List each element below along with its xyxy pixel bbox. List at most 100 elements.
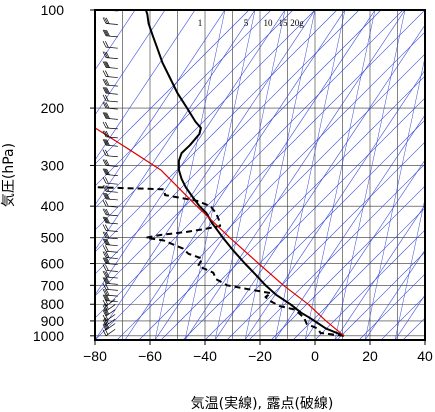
wind-barb-flag xyxy=(102,288,107,296)
wind-barb-flag xyxy=(102,283,107,290)
dry-adiabat-line xyxy=(95,10,294,209)
wind-barb xyxy=(102,87,118,95)
y-tick-label: 600 xyxy=(41,256,65,272)
dry-adiabat-line xyxy=(95,10,272,187)
wind-barb-shaft xyxy=(105,92,118,95)
moist-adiabat-line xyxy=(95,10,226,206)
wind-barb xyxy=(102,61,118,69)
wind-barb xyxy=(102,29,118,38)
wind-barb-shaft xyxy=(105,244,118,247)
wind-barb-flag xyxy=(104,159,108,166)
wind-barb-shaft xyxy=(105,318,116,326)
wind-barb-flag xyxy=(105,61,109,68)
dry-adiabat-line xyxy=(336,251,425,340)
wind-barb-flag xyxy=(104,322,109,329)
wind-barb xyxy=(102,185,118,193)
wind-barb-flag xyxy=(102,159,107,166)
wind-barb-flag xyxy=(104,51,108,58)
moist-adiabat-line xyxy=(244,69,425,340)
mixing-ratio-line xyxy=(304,10,376,340)
mixing-ratio-label: 5 xyxy=(244,18,249,28)
wind-barb-flag xyxy=(102,78,107,86)
wind-barb-flag xyxy=(104,308,109,315)
wind-barb-shaft xyxy=(105,35,118,38)
wind-barb-shaft xyxy=(105,46,118,49)
wind-barb-flag xyxy=(105,149,109,157)
wind-barb-flag xyxy=(102,17,107,24)
wind-barb-flag xyxy=(102,216,107,223)
wind-barb-flag xyxy=(103,238,108,245)
wind-barb-flag xyxy=(104,130,108,138)
wind-barb xyxy=(102,298,116,307)
wind-barb-flag xyxy=(102,231,107,238)
y-tick-label: 1000 xyxy=(33,328,64,344)
wind-barb xyxy=(102,251,118,259)
mixing-ratio-labels: 1 5 10 15 20g xyxy=(198,18,305,28)
temperature-line xyxy=(144,10,345,337)
dry-adiabat-line xyxy=(424,339,425,340)
wind-barb-flag xyxy=(102,329,107,336)
wind-barb-flag xyxy=(105,307,110,315)
mixing-ratio-label: 10 xyxy=(264,18,274,28)
wind-barb-flag xyxy=(105,294,109,302)
wind-barb xyxy=(102,238,118,247)
wind-barb xyxy=(102,321,116,331)
x-axis-title: 気温(実線), 露点(破線) xyxy=(191,396,334,412)
wind-barb-flag xyxy=(102,185,107,192)
x-tick-label: −80 xyxy=(83,348,107,364)
mixing-ratio-line xyxy=(424,338,425,340)
mixing-ratio-line xyxy=(364,55,425,340)
wind-barb-shaft xyxy=(105,155,118,158)
dry-adiabat-line xyxy=(116,31,425,340)
wind-barb-flag xyxy=(102,277,107,284)
wind-barb-shaft xyxy=(105,304,116,312)
wind-barb-flag xyxy=(102,238,107,245)
dry-adiabat-line xyxy=(314,229,425,340)
wind-barb-flag xyxy=(106,216,110,224)
wind-barb-flag xyxy=(103,277,108,284)
wind-barb xyxy=(102,313,116,322)
wind-barb-flag xyxy=(106,294,110,302)
wind-barb xyxy=(102,200,118,208)
wind-barb-flag xyxy=(103,294,108,301)
wind-barb-flag xyxy=(102,149,107,156)
wind-barb xyxy=(102,159,118,167)
wind-barb-flag xyxy=(102,299,107,307)
profile-lines xyxy=(95,10,345,337)
wind-barb-flag xyxy=(106,238,110,246)
wind-barb xyxy=(102,192,118,201)
wind-barb-flag xyxy=(102,40,107,48)
wind-barb xyxy=(102,168,118,176)
wind-barb-flag xyxy=(105,208,110,216)
wind-barb-flag xyxy=(106,61,110,68)
wind-barb xyxy=(102,112,118,120)
wind-barb-flag xyxy=(104,231,108,239)
mixing-ratio-label: 1 xyxy=(198,18,203,28)
wind-barb xyxy=(102,294,118,303)
wind-barb-flag xyxy=(105,231,110,239)
wind-barb-flag xyxy=(103,87,108,94)
dry-adiabat-line xyxy=(204,119,425,340)
wind-barb-flag xyxy=(102,101,107,109)
mixing-ratio-line xyxy=(214,10,286,340)
wind-barbs xyxy=(102,10,118,337)
wind-barb-flag xyxy=(104,328,109,335)
wind-barb-flag xyxy=(102,264,107,271)
wind-barb-shaft xyxy=(105,314,116,322)
mixing-ratio-line xyxy=(184,10,256,340)
y-axis-title: 気圧(hPa) xyxy=(1,143,17,207)
wind-barb-flag xyxy=(106,87,110,94)
moist-adiabat-line xyxy=(95,10,166,116)
x-tick-label: 20 xyxy=(362,348,378,364)
wind-barb-flag xyxy=(102,245,107,252)
wind-barb-flag xyxy=(105,251,110,258)
moist-adiabat-line xyxy=(124,10,346,340)
moist-adiabat-line xyxy=(334,204,425,340)
dry-adiabat-line xyxy=(138,53,425,340)
wind-barb xyxy=(102,231,118,240)
wind-barb-shaft xyxy=(105,84,118,87)
wind-barb-shaft xyxy=(105,328,116,337)
wind-barb-shaft xyxy=(105,270,118,272)
wind-barb-flag xyxy=(104,251,108,258)
wind-barb xyxy=(102,216,118,225)
